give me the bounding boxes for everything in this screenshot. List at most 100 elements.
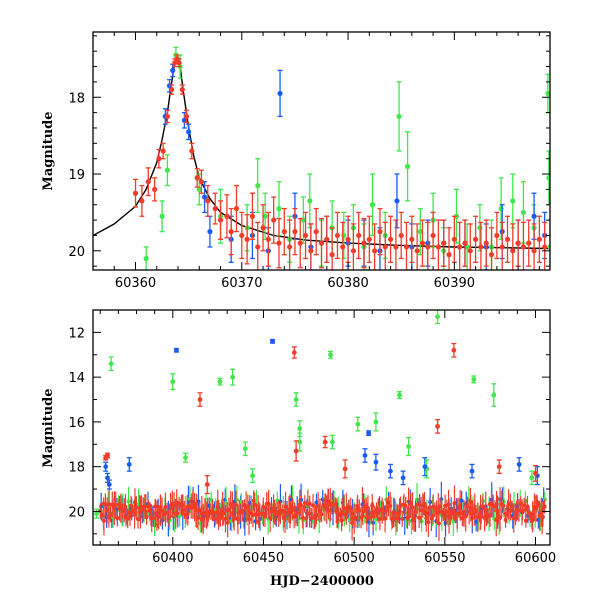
band-point bbox=[211, 510, 216, 515]
data-point bbox=[174, 347, 179, 353]
top-panel-frame bbox=[92, 31, 551, 271]
band-point bbox=[468, 506, 473, 511]
data-point bbox=[373, 459, 379, 465]
x-tick-label: 60360 bbox=[115, 276, 156, 291]
data-point bbox=[471, 376, 477, 382]
data-point bbox=[520, 209, 527, 216]
band-point bbox=[288, 510, 293, 515]
data-point bbox=[435, 423, 440, 429]
y-tick-label: 20 bbox=[68, 505, 85, 520]
band-point bbox=[281, 516, 286, 521]
data-point bbox=[160, 148, 166, 154]
band-point bbox=[516, 508, 521, 513]
band-point bbox=[268, 516, 273, 521]
data-point bbox=[217, 379, 223, 385]
y-tick-label: 19 bbox=[68, 168, 85, 183]
data-point bbox=[308, 248, 314, 254]
data-point bbox=[526, 240, 532, 246]
data-point bbox=[212, 205, 218, 212]
data-point bbox=[94, 511, 100, 517]
band-point bbox=[256, 507, 261, 512]
band-point bbox=[474, 508, 479, 513]
band-point bbox=[132, 512, 137, 517]
data-point bbox=[197, 397, 203, 402]
band-point bbox=[105, 508, 110, 513]
band-point bbox=[365, 506, 370, 511]
band-point bbox=[535, 503, 540, 508]
data-point bbox=[510, 198, 516, 204]
data-point bbox=[457, 244, 463, 250]
data-point bbox=[504, 236, 511, 242]
data-point bbox=[425, 244, 431, 250]
data-point bbox=[435, 314, 440, 320]
band-point bbox=[353, 515, 358, 520]
y-tick-label: 18 bbox=[68, 461, 85, 476]
band-point bbox=[455, 511, 460, 516]
band-point bbox=[107, 502, 112, 507]
band-point bbox=[453, 515, 458, 520]
data-point bbox=[366, 236, 372, 242]
band-point bbox=[410, 505, 415, 510]
band-point bbox=[165, 510, 170, 515]
data-point bbox=[270, 338, 275, 344]
data-point bbox=[170, 379, 176, 385]
x-tick-label: 60500 bbox=[333, 551, 374, 566]
band-point bbox=[369, 511, 374, 516]
x-tick-label: 60370 bbox=[221, 276, 262, 291]
band-point bbox=[371, 514, 376, 519]
data-point bbox=[126, 462, 132, 467]
data-point bbox=[293, 448, 299, 454]
band-point bbox=[285, 510, 290, 515]
data-point bbox=[498, 205, 504, 212]
band-point bbox=[141, 507, 146, 512]
data-point bbox=[249, 213, 256, 219]
x-tick-label: 60600 bbox=[515, 551, 556, 566]
data-point bbox=[341, 232, 347, 239]
band-point bbox=[348, 507, 353, 512]
data-point bbox=[404, 163, 411, 169]
band-point bbox=[527, 511, 532, 516]
band-point bbox=[383, 516, 388, 521]
data-point bbox=[398, 232, 404, 239]
data-point bbox=[108, 361, 114, 367]
band-point bbox=[314, 512, 319, 517]
data-point bbox=[531, 248, 537, 254]
data-point bbox=[230, 374, 236, 380]
data-point bbox=[255, 182, 261, 189]
band-point bbox=[537, 513, 542, 518]
band-point bbox=[153, 504, 158, 509]
top-panel-marks bbox=[93, 46, 550, 270]
band-point bbox=[126, 499, 131, 504]
band-point bbox=[463, 514, 468, 519]
data-point bbox=[494, 232, 500, 239]
band-point bbox=[316, 504, 321, 509]
x-tick-label: 60550 bbox=[424, 551, 465, 566]
data-point bbox=[183, 455, 188, 461]
band-point bbox=[286, 507, 291, 512]
band-point bbox=[240, 508, 245, 513]
band-point bbox=[307, 511, 312, 516]
data-point bbox=[106, 482, 112, 487]
data-point bbox=[345, 236, 351, 242]
data-point bbox=[242, 446, 248, 452]
data-point bbox=[179, 86, 185, 93]
band-point bbox=[523, 518, 528, 523]
band-point bbox=[413, 510, 418, 515]
band-point bbox=[437, 504, 442, 509]
band-point bbox=[130, 508, 135, 513]
data-point bbox=[292, 229, 298, 235]
data-point bbox=[207, 229, 213, 235]
data-point bbox=[271, 217, 277, 223]
data-point bbox=[313, 229, 319, 235]
data-point bbox=[194, 175, 200, 181]
band-point bbox=[148, 508, 153, 513]
band-point bbox=[360, 513, 365, 518]
band-point bbox=[510, 504, 515, 509]
band-point bbox=[377, 516, 382, 521]
band-point bbox=[319, 512, 324, 517]
band-point bbox=[233, 502, 238, 507]
band-point bbox=[216, 512, 221, 517]
band-point bbox=[467, 509, 472, 514]
data-point bbox=[366, 430, 372, 436]
band-point bbox=[314, 500, 319, 505]
